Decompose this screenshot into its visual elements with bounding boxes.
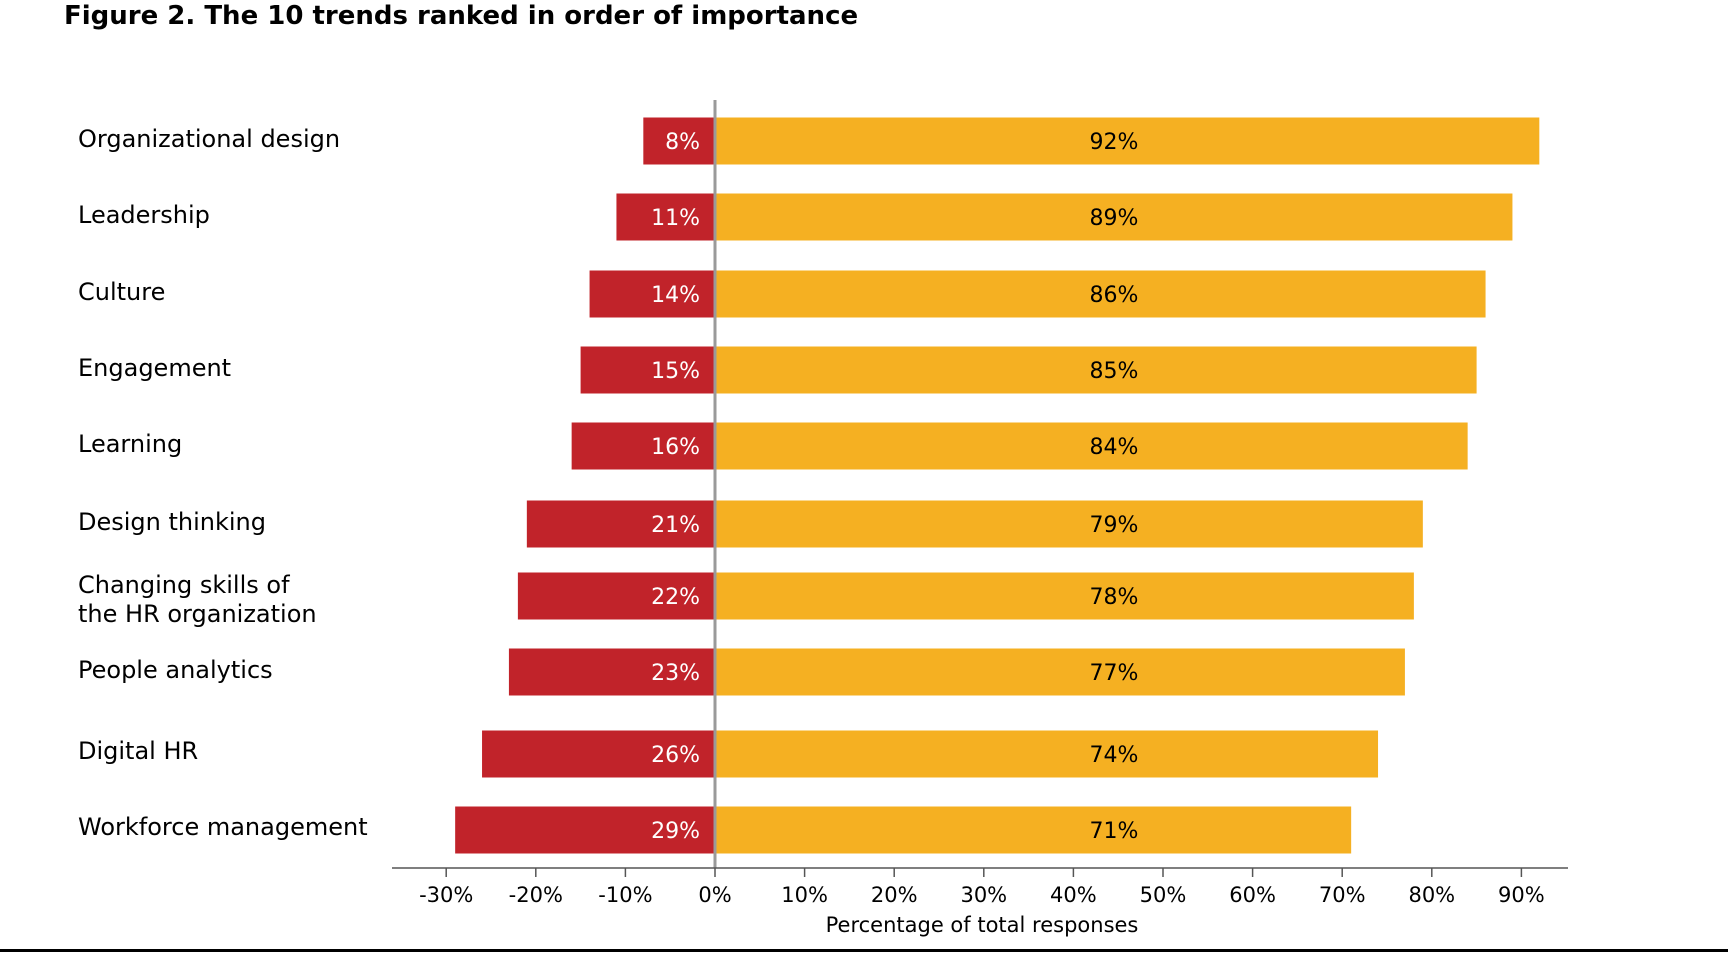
- negative-value-label: 21%: [651, 513, 700, 538]
- negative-value-label: 11%: [651, 206, 700, 231]
- positive-bar: [715, 422, 1468, 470]
- x-tick-label: 50%: [1140, 883, 1187, 907]
- category-label: Digital HR: [78, 737, 199, 765]
- negative-bar: [455, 806, 715, 854]
- negative-bar: [482, 730, 715, 778]
- positive-bar: [715, 117, 1540, 165]
- x-tick-label: 90%: [1498, 883, 1545, 907]
- positive-bar: [715, 806, 1352, 854]
- x-tick-label: -20%: [509, 883, 563, 907]
- positive-bar: [715, 648, 1405, 696]
- negative-bar: [508, 648, 715, 696]
- negative-bar: [580, 346, 715, 394]
- category-label: Changing skills of the HR organization: [78, 571, 317, 628]
- negative-bar: [571, 422, 715, 470]
- negative-value-label: 23%: [651, 661, 700, 686]
- x-axis-title: Percentage of total responses: [826, 913, 1139, 937]
- positive-value-label: 85%: [1090, 359, 1139, 384]
- positive-value-label: 84%: [1090, 435, 1139, 460]
- x-tick-label: 40%: [1050, 883, 1097, 907]
- category-label: Engagement: [78, 354, 232, 382]
- negative-value-label: 8%: [665, 130, 700, 155]
- positive-value-label: 86%: [1090, 283, 1139, 308]
- negative-value-label: 15%: [651, 359, 700, 384]
- negative-value-label: 29%: [651, 819, 700, 844]
- negative-bar: [589, 270, 715, 318]
- positive-value-label: 79%: [1090, 513, 1139, 538]
- positive-value-label: 71%: [1090, 819, 1139, 844]
- positive-bar: [715, 346, 1477, 394]
- category-label: Learning: [78, 430, 183, 458]
- category-label: People analytics: [78, 656, 273, 684]
- negative-value-label: 22%: [651, 585, 700, 610]
- x-tick-label: 70%: [1319, 883, 1366, 907]
- negative-bar: [643, 117, 715, 165]
- category-label: Organizational design: [78, 125, 341, 153]
- negative-value-label: 16%: [651, 435, 700, 460]
- positive-value-label: 74%: [1090, 743, 1139, 768]
- category-label: Workforce management: [78, 813, 368, 841]
- positive-bar: [715, 730, 1379, 778]
- positive-bar: [715, 500, 1423, 548]
- negative-bar: [517, 572, 715, 620]
- x-tick-label: 0%: [698, 883, 731, 907]
- x-tick-label: 30%: [960, 883, 1007, 907]
- x-tick-label: 80%: [1408, 883, 1455, 907]
- positive-bar: [715, 193, 1513, 241]
- positive-bar: [715, 270, 1486, 318]
- category-label: Leadership: [78, 201, 210, 229]
- positive-bar: [715, 572, 1414, 620]
- positive-value-label: 77%: [1090, 661, 1139, 686]
- positive-value-label: 89%: [1090, 206, 1139, 231]
- figure-title: Figure 2. The 10 trends ranked in order …: [64, 1, 859, 31]
- negative-bar: [616, 193, 715, 241]
- x-tick-label: -30%: [419, 883, 473, 907]
- negative-value-label: 26%: [651, 743, 700, 768]
- bottom-rule: [0, 949, 1728, 952]
- positive-value-label: 78%: [1090, 585, 1139, 610]
- x-tick-label: 20%: [871, 883, 918, 907]
- category-label: Design thinking: [78, 508, 267, 536]
- positive-value-label: 92%: [1090, 130, 1139, 155]
- x-tick-label: 60%: [1229, 883, 1276, 907]
- negative-value-label: 14%: [651, 283, 700, 308]
- x-tick-label: -10%: [598, 883, 652, 907]
- negative-bar: [526, 500, 715, 548]
- x-tick-label: 10%: [781, 883, 828, 907]
- category-label: Culture: [78, 278, 166, 306]
